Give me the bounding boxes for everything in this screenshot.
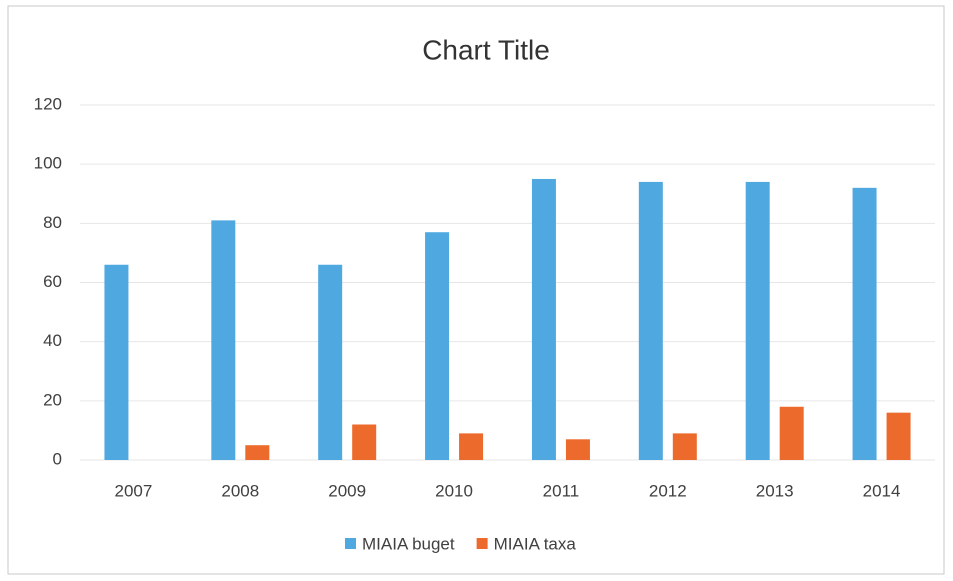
x-tick-label: 2008	[221, 481, 259, 500]
x-tick-label: 2010	[435, 481, 473, 500]
y-tick-label: 80	[43, 213, 62, 232]
bar	[211, 220, 236, 460]
y-tick-label: 100	[34, 154, 62, 173]
x-tick-label: 2012	[649, 481, 687, 500]
legend-swatch	[345, 538, 356, 549]
bar	[459, 433, 484, 460]
y-tick-label: 20	[43, 390, 62, 409]
bar	[531, 178, 556, 461]
legend-swatch	[476, 538, 488, 549]
y-tick-label: 40	[43, 331, 62, 350]
y-tick-label: 0	[53, 449, 62, 468]
x-tick-label: 2011	[543, 481, 580, 500]
chart-border	[7, 5, 945, 575]
y-tick-label: 60	[43, 272, 62, 291]
chart-title: Chart Title	[422, 34, 550, 65]
bar	[745, 181, 770, 460]
x-tick-label: 2009	[328, 481, 366, 500]
x-tick-label: 2007	[115, 481, 153, 500]
bar	[245, 445, 270, 460]
bar	[672, 433, 697, 460]
y-tick-label: 120	[34, 94, 62, 113]
x-tick-label: 2014	[863, 481, 901, 500]
bar	[318, 264, 343, 460]
bar	[638, 181, 663, 460]
legend-label: MIAIA buget	[362, 534, 455, 553]
bar	[565, 439, 590, 460]
bar	[886, 412, 911, 460]
x-tick-label: 2013	[756, 481, 794, 500]
legend-label: MIAIA taxa	[494, 534, 577, 553]
bar	[352, 424, 377, 460]
bar	[104, 264, 129, 460]
bar	[779, 406, 804, 460]
bar	[425, 232, 450, 460]
bar	[852, 187, 877, 461]
